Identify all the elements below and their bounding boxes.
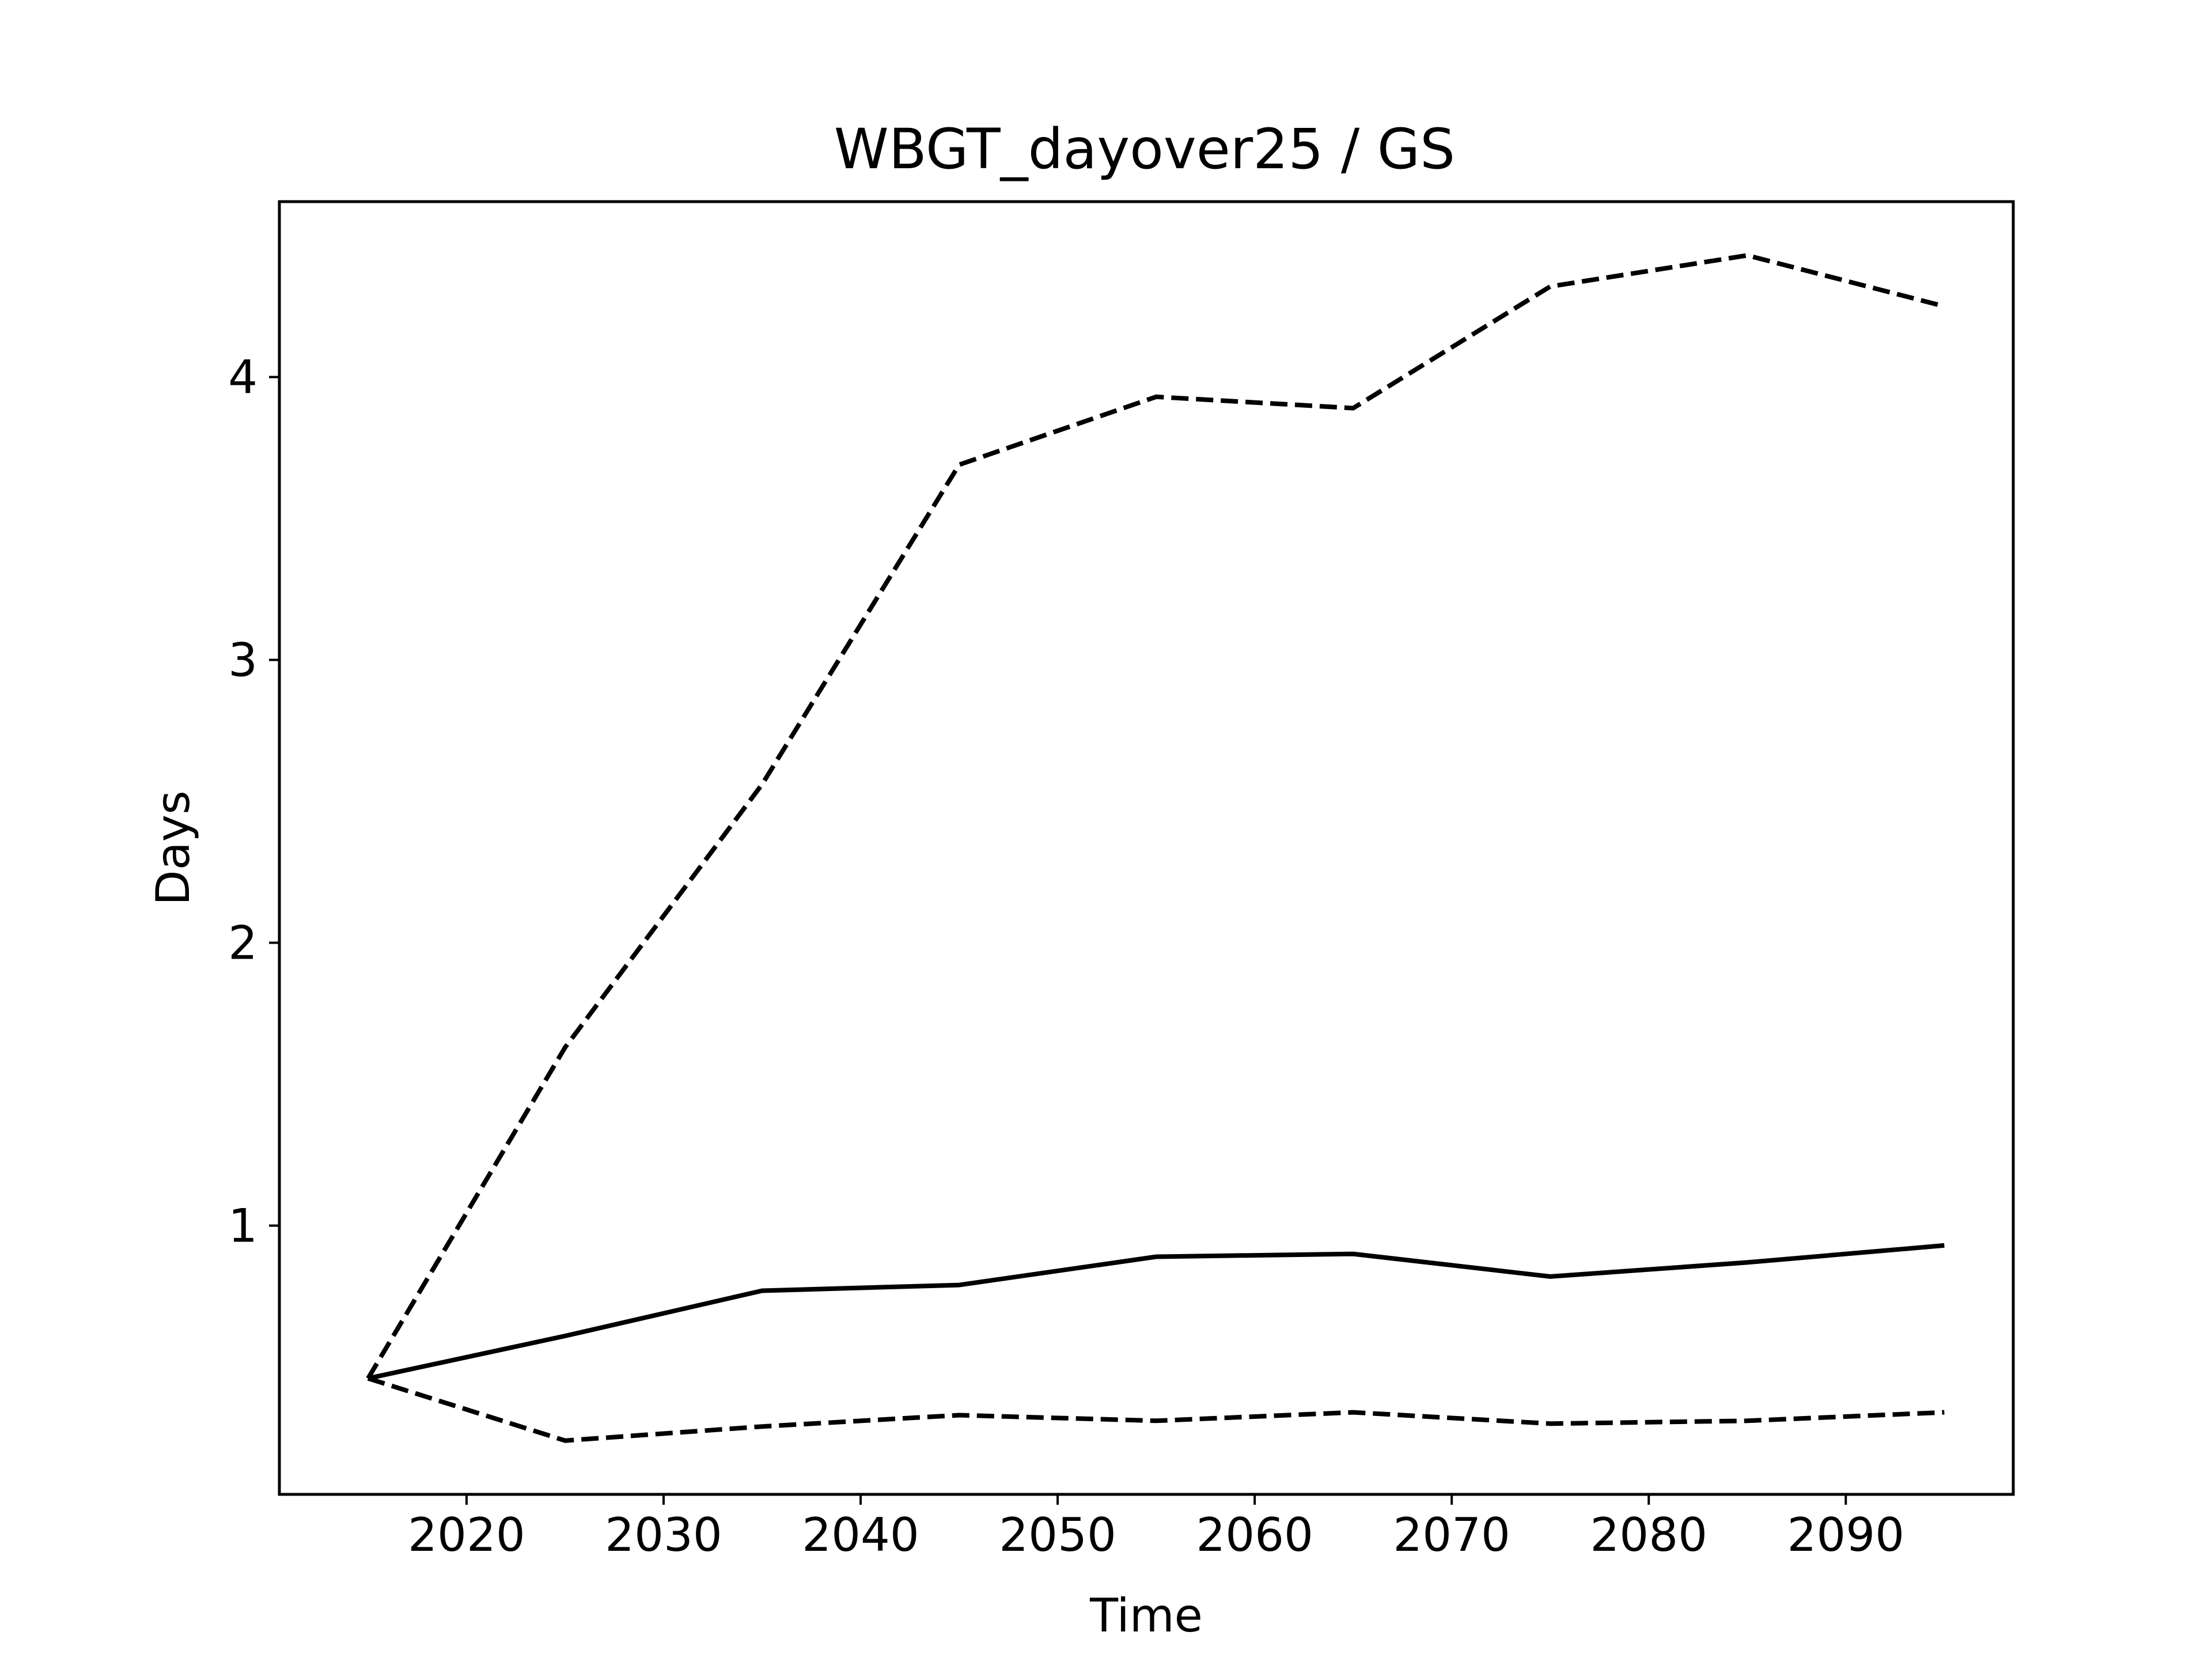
y-tick-label: 3 bbox=[228, 633, 257, 687]
x-tick-label: 2030 bbox=[605, 1508, 722, 1562]
x-tick-label: 2090 bbox=[1787, 1508, 1904, 1562]
chart-title: WBGT_dayover25 / GS bbox=[834, 117, 1455, 181]
x-tick-label: 2080 bbox=[1590, 1508, 1707, 1562]
x-tick-label: 2070 bbox=[1393, 1508, 1510, 1562]
x-tick-label: 2040 bbox=[802, 1508, 919, 1562]
x-tick-label: 2050 bbox=[999, 1508, 1116, 1562]
y-axis-label: Days bbox=[146, 790, 200, 906]
x-tick-label: 2020 bbox=[408, 1508, 525, 1562]
y-tick-label: 1 bbox=[228, 1199, 257, 1253]
x-tick-label: 2060 bbox=[1196, 1508, 1313, 1562]
y-tick-label: 4 bbox=[228, 350, 257, 404]
y-tick-label: 2 bbox=[228, 916, 257, 970]
x-axis-label: Time bbox=[1089, 1589, 1203, 1642]
